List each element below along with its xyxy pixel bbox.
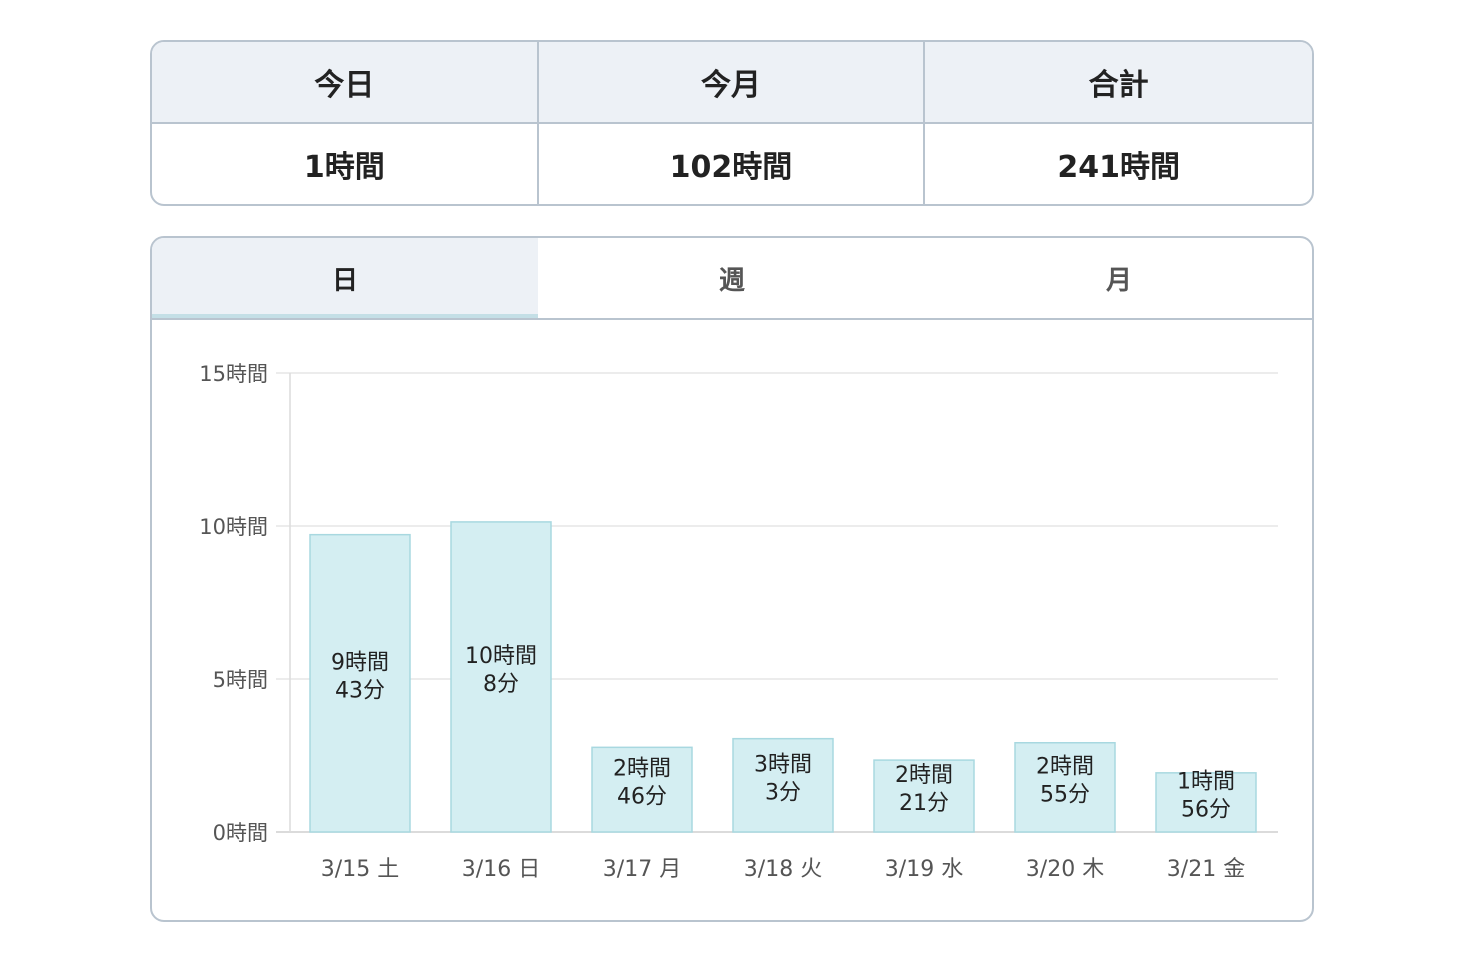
x-tick-label: 3/15 土 [321, 857, 399, 882]
bar [732, 737, 834, 833]
bar-data-label: 2時間 [895, 763, 953, 788]
bar-data-label: 10時間 [465, 644, 537, 669]
period-tabs: 日 週 月 [152, 238, 1312, 320]
bar-data-label: 56分 [1181, 797, 1231, 822]
tab-week[interactable]: 週 [718, 265, 745, 296]
bar-data-label: 1時間 [1177, 769, 1235, 794]
bar-data-label: 8分 [483, 672, 519, 697]
summary-table: 今日 今月 合計 1時間 102時間 241時間 [150, 40, 1314, 206]
x-tick-label: 3/16 日 [462, 857, 540, 882]
x-tick-label: 3/20 木 [1026, 857, 1104, 882]
summary-header-today: 今日 [152, 42, 539, 124]
bar [309, 533, 411, 833]
x-tick-label: 3/21 金 [1167, 857, 1245, 882]
bar [591, 746, 693, 833]
y-tick-label: 0時間 [213, 821, 268, 845]
bar-data-label: 43分 [335, 678, 385, 703]
bar-data-label: 55分 [1040, 782, 1090, 807]
y-tick-label: 10時間 [199, 515, 268, 539]
tab-month[interactable]: 月 [1105, 265, 1132, 296]
bar [450, 521, 552, 833]
bar-data-label: 46分 [617, 785, 667, 810]
bar-data-label: 3分 [765, 780, 801, 805]
x-tick-label: 3/18 火 [744, 857, 822, 882]
bar-data-label: 9時間 [331, 650, 389, 675]
summary-header-month: 今月 [538, 42, 926, 124]
summary-value-today: 1時間 [152, 124, 539, 204]
summary-header-total: 合計 [925, 42, 1312, 124]
tab-day[interactable]: 日 [152, 238, 538, 318]
chart-panel: 日 週 月 0時間 5時間 10時間 15時間 9時間 43分 3/15 土 10時間 8分 3/… [150, 236, 1314, 922]
x-tick-label: 3/17 月 [603, 857, 681, 882]
bar-data-label: 21分 [899, 791, 949, 816]
bar [873, 759, 975, 833]
bar [1014, 741, 1116, 833]
bar [1155, 772, 1257, 833]
y-tick-label: 15時間 [199, 362, 268, 386]
bar-data-label: 3時間 [754, 752, 812, 777]
summary-value-total: 241時間 [1057, 150, 1180, 185]
bar-data-label: 2時間 [1036, 754, 1094, 779]
y-tick-label: 5時間 [213, 668, 268, 692]
bar-data-label: 2時間 [613, 757, 671, 782]
summary-value-month: 102時間 [539, 124, 926, 204]
bar-chart: 0時間 5時間 10時間 15時間 9時間 43分 3/15 土 10時間 8分 3/16 日 2時… [199, 362, 1278, 882]
x-tick-label: 3/19 水 [885, 857, 963, 882]
